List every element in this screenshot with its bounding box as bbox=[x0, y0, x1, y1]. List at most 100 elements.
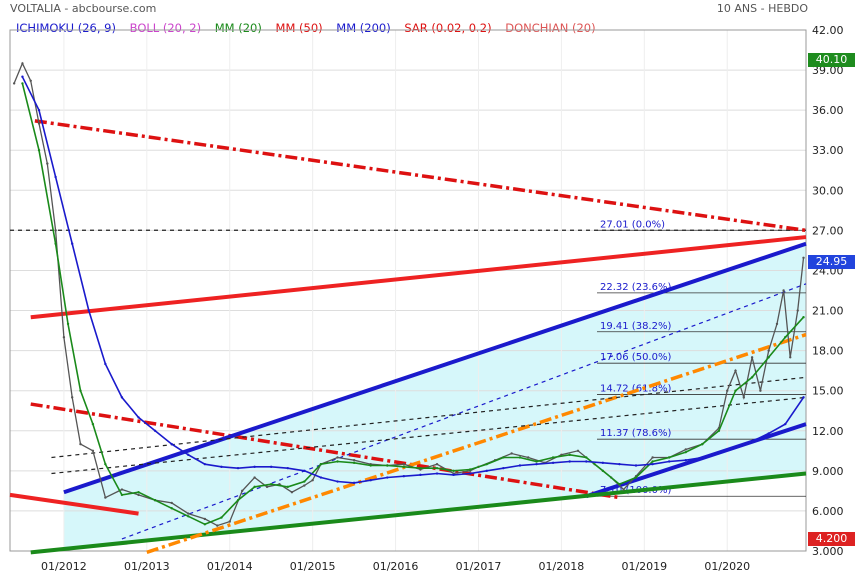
series-point bbox=[789, 356, 792, 359]
series-point bbox=[485, 462, 488, 466]
series-point bbox=[535, 460, 538, 463]
series-point bbox=[622, 488, 625, 491]
trendline bbox=[51, 396, 807, 475]
series-point bbox=[286, 485, 289, 489]
trendline bbox=[30, 235, 807, 320]
series-point bbox=[153, 499, 157, 502]
series-point bbox=[684, 448, 687, 451]
series-point bbox=[240, 489, 244, 493]
fib-level-label: 14.72 (61.8%) bbox=[600, 383, 671, 394]
series-point bbox=[734, 445, 737, 448]
series-point bbox=[87, 309, 90, 312]
series-point bbox=[796, 309, 799, 312]
trend-channel-fill bbox=[63, 243, 807, 550]
y-tick-label: 15.00 bbox=[812, 385, 844, 398]
series-point bbox=[265, 485, 269, 489]
trendline bbox=[34, 119, 807, 233]
series-point bbox=[717, 429, 721, 432]
series-point bbox=[104, 462, 107, 466]
series-point bbox=[585, 460, 588, 463]
y-tick-label: 3.000 bbox=[812, 545, 844, 558]
series-point bbox=[601, 461, 605, 465]
series-point bbox=[303, 484, 306, 487]
series-point bbox=[269, 465, 273, 469]
y-tick-label: 36.00 bbox=[812, 104, 844, 117]
x-tick-label: 01/2012 bbox=[41, 560, 87, 573]
series-point bbox=[802, 316, 805, 319]
trendline bbox=[51, 376, 807, 459]
series-point bbox=[551, 456, 555, 459]
series-point bbox=[386, 476, 389, 479]
series-point bbox=[502, 456, 505, 459]
series-point bbox=[21, 62, 24, 65]
series-point bbox=[601, 469, 605, 473]
series-point bbox=[236, 466, 240, 470]
series-point bbox=[120, 488, 124, 491]
series-point bbox=[153, 429, 157, 432]
legend-item-mm20: MM (20) bbox=[214, 21, 262, 35]
series-point bbox=[336, 456, 339, 459]
plot-frame bbox=[9, 29, 807, 552]
low-price-badge: 4.200 bbox=[808, 532, 855, 546]
series-point bbox=[253, 465, 256, 469]
series-point bbox=[220, 516, 223, 519]
series-point bbox=[236, 499, 240, 502]
fib-level-label: 11.37 (78.6%) bbox=[600, 428, 671, 439]
series-point bbox=[750, 440, 754, 443]
series-point bbox=[352, 458, 356, 462]
series-point bbox=[286, 466, 289, 470]
y-tick-label: 33.00 bbox=[812, 144, 844, 157]
trendline bbox=[9, 492, 139, 516]
series-point bbox=[485, 469, 488, 473]
x-tick-label: 01/2013 bbox=[124, 560, 170, 573]
trendline bbox=[30, 402, 620, 500]
y-tick-label: 39.00 bbox=[812, 64, 844, 77]
series-point bbox=[54, 175, 57, 179]
series-point bbox=[220, 465, 223, 469]
series-line bbox=[21, 76, 805, 484]
series-point bbox=[767, 356, 770, 359]
series-point bbox=[750, 376, 754, 379]
series-point bbox=[651, 460, 654, 463]
series-point bbox=[352, 461, 356, 465]
y-tick-label: 42.00 bbox=[812, 24, 844, 37]
series-point bbox=[802, 396, 805, 399]
series-point bbox=[54, 242, 57, 245]
series-point bbox=[784, 422, 787, 426]
series-point bbox=[527, 456, 530, 459]
series-point bbox=[79, 389, 82, 392]
legend-item-ichimoku: ICHIMOKU (26, 9) bbox=[16, 21, 116, 35]
x-tick-label: 01/2015 bbox=[290, 560, 336, 573]
series-point bbox=[535, 462, 538, 466]
period-label: 10 ANS - HEBDO bbox=[716, 2, 808, 15]
x-tick-label: 01/2016 bbox=[373, 560, 419, 573]
y-tick-label: 27.00 bbox=[812, 224, 844, 237]
series-point bbox=[120, 396, 124, 399]
series-point bbox=[70, 242, 74, 245]
high-price-badge: 40.10 bbox=[808, 53, 855, 67]
series-point bbox=[269, 483, 273, 486]
series-point bbox=[37, 149, 41, 152]
series-point bbox=[684, 450, 687, 454]
series-point bbox=[104, 362, 107, 366]
series-point bbox=[91, 449, 95, 453]
series-point bbox=[311, 478, 314, 482]
series-point bbox=[66, 322, 70, 326]
series-point bbox=[79, 442, 82, 446]
series-point bbox=[784, 336, 787, 339]
series-point bbox=[518, 456, 522, 459]
series-point bbox=[203, 462, 207, 466]
series-point bbox=[452, 469, 455, 473]
series-point bbox=[216, 524, 219, 527]
y-tick-label: 30.00 bbox=[812, 184, 844, 197]
series-point bbox=[12, 82, 16, 85]
series-point bbox=[667, 456, 671, 459]
fib-level-label: 22.32 (23.6%) bbox=[600, 282, 671, 293]
series-point bbox=[62, 336, 66, 339]
y-tick-label: 6.000 bbox=[812, 505, 844, 518]
series-point bbox=[634, 476, 638, 479]
y-tick-label: 12.00 bbox=[812, 425, 844, 438]
x-tick-label: 01/2017 bbox=[456, 560, 502, 573]
series-point bbox=[203, 517, 207, 521]
series-point bbox=[568, 460, 571, 463]
